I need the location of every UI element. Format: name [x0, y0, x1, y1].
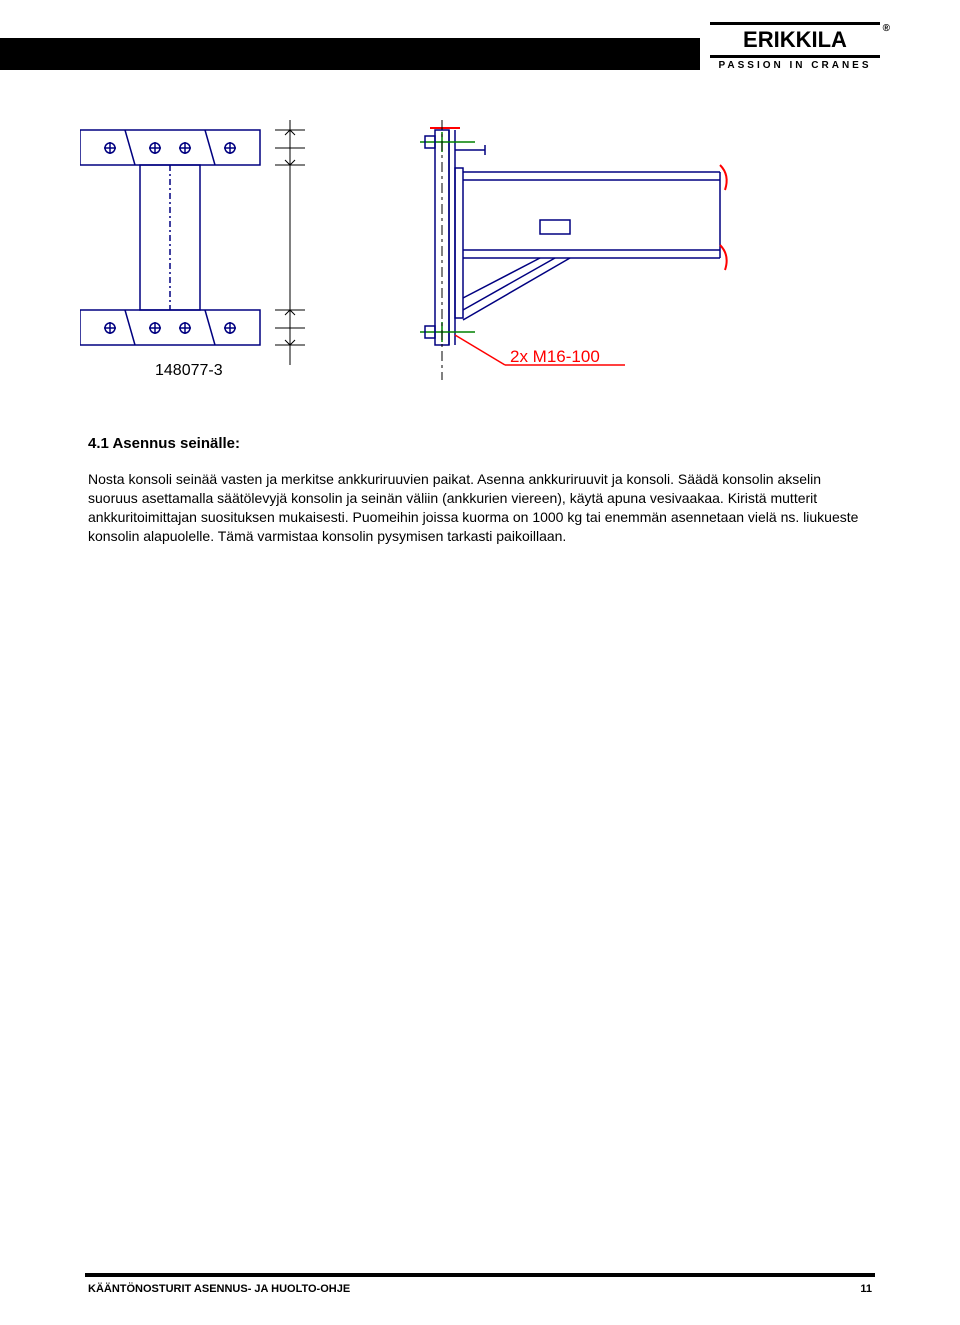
diagram-svg: 148077-3 — [80, 120, 880, 410]
diagram-right-label: 2x M16-100 — [510, 347, 600, 366]
logo-tagline: PASSION IN CRANES — [710, 60, 880, 71]
diagram-left-label: 148077-3 — [155, 362, 223, 379]
footer-page-number: 11 — [860, 1283, 872, 1295]
header-black-bar — [0, 38, 700, 70]
text-content: 4.1 Asennus seinälle: Nosta konsoli sein… — [88, 435, 872, 546]
section-body: Nosta konsoli seinää vasten ja merkitse … — [88, 470, 872, 546]
footer-rule — [85, 1273, 875, 1277]
page-footer: KÄÄNTÖNOSTURIT ASENNUS- JA HUOLTO-OHJE 1… — [88, 1283, 872, 1295]
logo-brand: ERIKKILA — [743, 27, 847, 52]
logo-registered-icon: ® — [883, 23, 890, 34]
logo-main-text: ERIKKILA ® — [710, 22, 880, 58]
technical-diagram: 148077-3 — [80, 120, 880, 410]
section-title: 4.1 Asennus seinälle: — [88, 435, 872, 452]
footer-doc-title: KÄÄNTÖNOSTURIT ASENNUS- JA HUOLTO-OHJE — [88, 1283, 350, 1295]
brand-logo: ERIKKILA ® PASSION IN CRANES — [710, 22, 880, 71]
